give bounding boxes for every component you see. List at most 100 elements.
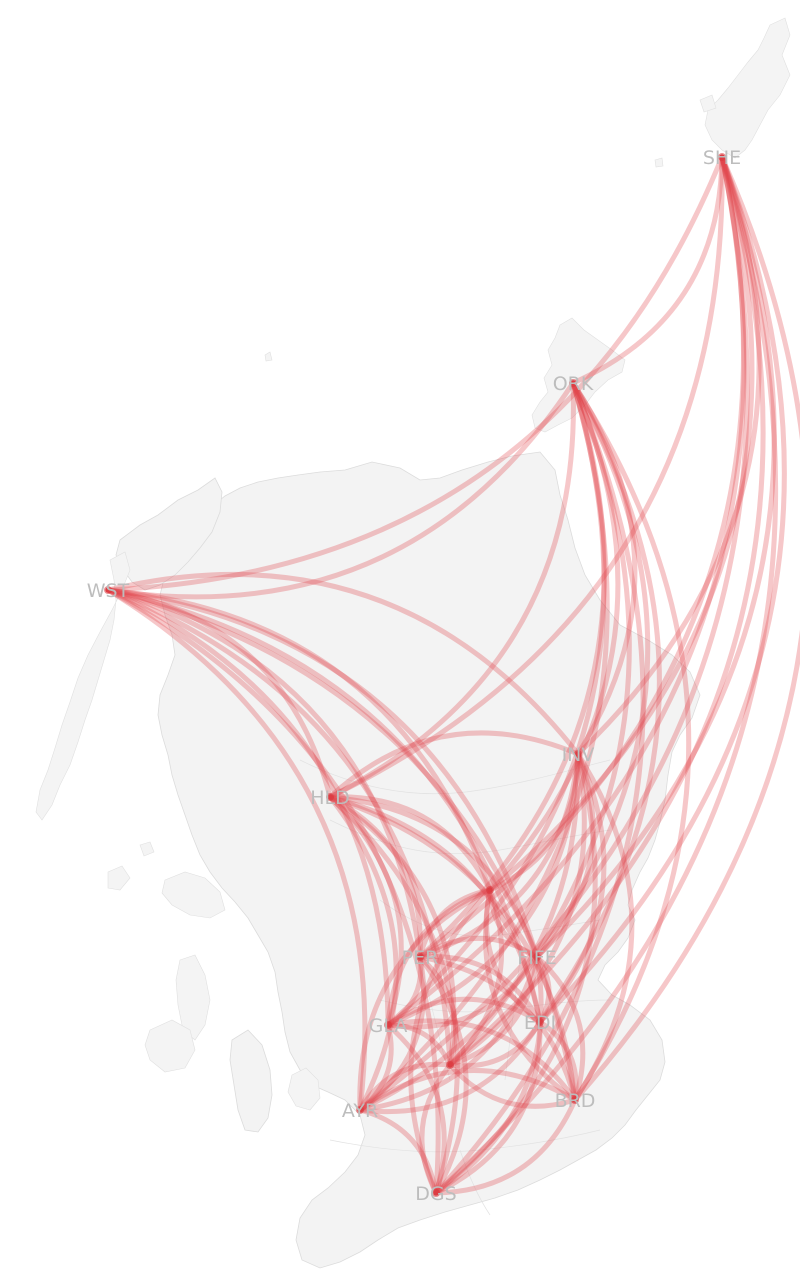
flow-she-inv <box>575 154 762 757</box>
node-brd-label: BRD <box>555 1090 596 1112</box>
flow-ork-ayr <box>357 380 610 1113</box>
node-edi-label: EDI <box>524 1012 556 1034</box>
flow-hld-inv <box>327 730 581 800</box>
flow-hld-edi <box>327 794 543 1025</box>
flow-per-brd <box>417 954 578 1103</box>
node-hld-label: HLD <box>310 787 350 809</box>
flow-ork-fife <box>534 380 651 960</box>
flow-she-edi <box>537 154 787 1025</box>
flow-wst-brd <box>105 587 578 1103</box>
flow-hld-brd <box>327 794 578 1103</box>
node-she-label: SHE <box>703 147 741 169</box>
land-layer <box>35 17 791 1269</box>
orkney-islands <box>531 317 626 433</box>
flow-ork-tay <box>487 380 621 893</box>
council-borders <box>299 759 611 1216</box>
node-ork-label: ORK <box>553 373 594 395</box>
flow-fife-dgs <box>433 954 544 1196</box>
flow-edi-brd <box>537 1019 579 1103</box>
small-isle-a <box>107 865 131 891</box>
node-brd-marker <box>571 1096 579 1104</box>
flow-wst-ayr <box>105 587 368 1113</box>
flow-hld-per <box>327 794 423 960</box>
flow-inv-per <box>417 751 581 960</box>
flow-ayr-tay <box>357 887 493 1113</box>
flow-ork-edi <box>537 380 662 1025</box>
flow-inv-lan <box>447 751 587 1068</box>
node-wst-marker <box>104 586 112 594</box>
flow-wst-inv <box>105 572 581 757</box>
node-fife-label: FIFE <box>517 947 556 969</box>
node-she-marker <box>718 153 726 161</box>
node-inv-marker <box>574 750 582 758</box>
flow-fife-lan <box>447 954 540 1068</box>
scotland-mainland <box>157 451 701 1269</box>
node-ayr-label: AYR <box>342 1100 378 1122</box>
arran-island <box>287 1067 321 1111</box>
flow-wst-tay <box>105 587 493 893</box>
mull-island <box>161 871 226 919</box>
node-per-marker <box>416 953 424 961</box>
flow-gla-edi <box>385 996 543 1028</box>
flow-ork-lan <box>447 380 632 1068</box>
flow-edi-ayr <box>357 1019 543 1115</box>
flow-hld-fife <box>327 794 540 960</box>
node-hld-marker <box>326 793 334 801</box>
flow-gla-dgs <box>385 1022 447 1196</box>
flow-inv-fife <box>534 751 596 960</box>
flow-edi-dgs <box>433 1019 543 1196</box>
flow-per-edi <box>417 954 543 1025</box>
node-gla-marker <box>384 1021 392 1029</box>
shetland-islet-a <box>699 94 717 113</box>
flow-fife-edi <box>534 954 552 1025</box>
flow-she-hld <box>327 154 725 800</box>
flow-inv-gla <box>385 751 581 1028</box>
flow-wst-lan <box>105 587 453 1068</box>
flow-edi-tay <box>484 887 543 1025</box>
flow-inv-edi <box>537 751 607 1025</box>
flow-gla-tay <box>385 887 493 1028</box>
flow-hld-tay <box>327 794 493 893</box>
node-ayr-marker <box>356 1106 364 1114</box>
flow-brd-tay <box>482 887 578 1103</box>
flow-inv-tay <box>487 751 581 893</box>
flow-tay-lan <box>447 887 505 1068</box>
flow-per-dgs <box>417 954 469 1196</box>
flow-hld-gla <box>327 794 404 1028</box>
shetland-islet-b <box>654 157 664 168</box>
node-tay-marker <box>486 886 494 894</box>
flow-ork-dgs <box>433 380 646 1196</box>
flow-ork-hld <box>327 380 576 800</box>
flow-per-ayr <box>357 954 427 1113</box>
flow-per-lan <box>417 954 458 1068</box>
outer-hebrides <box>35 551 131 821</box>
node-per-label: PER <box>402 947 439 969</box>
flow-she-per <box>417 154 746 960</box>
flow-inv-brd <box>572 751 635 1103</box>
flow-lines <box>105 154 800 1196</box>
flow-ork-per <box>417 380 607 960</box>
node-lan-marker <box>446 1061 454 1069</box>
flow-dgs-lan <box>419 1062 453 1196</box>
node-fife-marker <box>533 953 541 961</box>
flow-she-brd <box>572 154 800 1103</box>
flow-edi-lan <box>447 1019 543 1069</box>
flow-she-tay <box>487 154 755 893</box>
node-dgs-label: DGS <box>415 1183 456 1205</box>
flow-ayr-lan <box>357 1061 453 1113</box>
flow-wst-gla <box>105 587 391 1028</box>
flow-dgs-tay <box>408 887 493 1196</box>
flow-per-fife <box>417 935 540 960</box>
flow-gla-lan <box>385 1022 453 1068</box>
flow-wst-fife <box>105 587 540 960</box>
flow-brd-dgs <box>433 1097 578 1196</box>
shetland-islands <box>704 17 791 159</box>
flow-she-wst <box>105 154 725 593</box>
node-gla-label: GLA <box>369 1015 408 1037</box>
flow-hld-lan <box>327 794 457 1068</box>
node-inv-label: INV <box>562 744 595 766</box>
flow-gla-ayr <box>357 1022 394 1113</box>
flow-brd-lan <box>447 1062 578 1109</box>
